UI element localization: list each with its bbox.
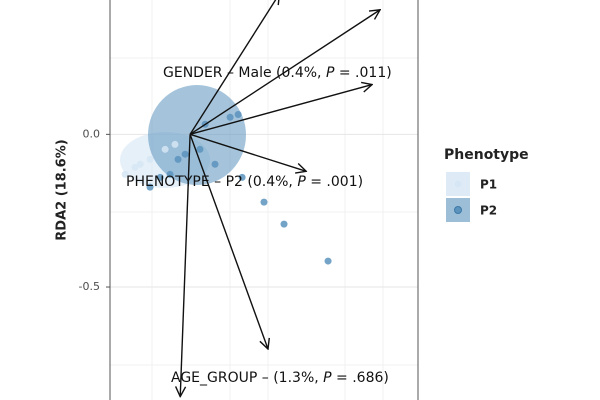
annotation-part: GENDER – Male (0.4%,: [163, 65, 326, 81]
legend-label: P2: [480, 204, 497, 218]
annotation-part: = .011): [334, 65, 391, 81]
loading-arrow: [189, 134, 268, 349]
loading-arrow: [189, 85, 372, 136]
legend-point: [454, 180, 462, 188]
loading-arrow: [180, 134, 191, 396]
annotation-part: P: [323, 370, 332, 386]
loading-arrow: [189, 10, 380, 135]
point: [226, 113, 234, 121]
point: [324, 257, 332, 265]
annotation-part: P: [297, 174, 306, 190]
point: [238, 173, 246, 181]
plot-area: [120, 0, 380, 397]
point: [174, 155, 182, 163]
point: [280, 220, 288, 228]
point: [161, 145, 169, 153]
point: [136, 160, 144, 168]
point: [211, 160, 219, 168]
legend-point: [454, 206, 462, 214]
point: [196, 145, 204, 153]
point: [171, 140, 179, 148]
annotation-part: AGE_GROUP – (1.3%,: [171, 370, 323, 386]
annotation: PHENOTYPE – P2 (0.4%, P = .001): [126, 174, 363, 190]
legend-label: P1: [480, 178, 497, 192]
point: [121, 170, 129, 178]
loading-arrow: [189, 133, 306, 171]
point: [146, 155, 154, 163]
annotation: GENDER – Male (0.4%, P = .011): [163, 65, 392, 81]
annotation-part: = .686): [332, 370, 389, 386]
point: [181, 150, 189, 158]
annotation-part: P: [326, 65, 335, 81]
point: [156, 173, 164, 181]
point: [234, 111, 242, 119]
point: [260, 198, 268, 206]
legend-title: Phenotype: [444, 147, 529, 163]
point: [131, 163, 139, 171]
y-axis-label: RDA2 (18.6%): [55, 139, 70, 240]
annotation-part: PHENOTYPE – P2 (0.4%,: [126, 174, 297, 190]
annotation-part: = .001): [306, 174, 363, 190]
point: [146, 183, 154, 191]
y-tick-label: -0.5: [79, 280, 100, 293]
loading-arrow: [189, 0, 279, 135]
point: [166, 170, 174, 178]
annotation: AGE_GROUP – (1.3%, P = .686): [171, 370, 389, 386]
minor-grid: [110, 0, 418, 400]
y-tick-label: 0.0: [83, 127, 101, 140]
p2-ellipse: [148, 85, 246, 185]
